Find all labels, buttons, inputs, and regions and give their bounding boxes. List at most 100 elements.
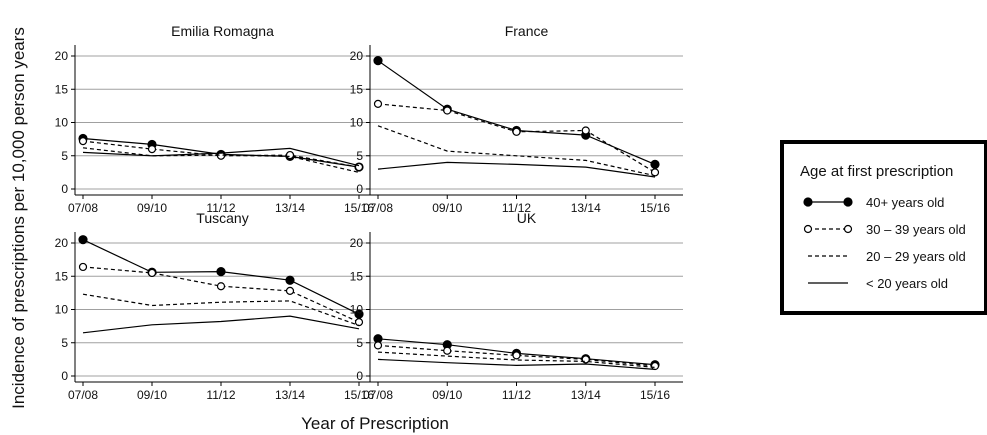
y-tick-label: 5 <box>356 336 363 350</box>
legend-item-label: 40+ years old <box>866 195 944 210</box>
legend: Age at first prescription 40+ years old 3… <box>780 140 987 315</box>
x-tick-label: 07/08 <box>363 388 393 402</box>
y-tick-label: 10 <box>350 303 364 317</box>
legend-title: Age at first prescription <box>800 163 953 180</box>
series-line <box>82 140 360 168</box>
y-tick-label: 15 <box>55 82 69 96</box>
panel: Emilia Romagna 0 5 10 15 20 07/08 09/10 11/12 13/… <box>55 23 375 215</box>
x-axis-label: Year of Prescription <box>301 414 449 433</box>
panel: Tuscany 0 5 10 15 20 07/08 09/10 11/12 13/14 15/16 <box>55 210 375 402</box>
legend-swatch-marker <box>803 224 813 234</box>
panels: Emilia Romagna 0 5 10 15 20 07/08 09/10 11/12 13/… <box>55 23 683 402</box>
y-tick-label: 0 <box>61 182 68 196</box>
y-tick-label: 0 <box>61 369 68 383</box>
x-tick-label: 11/12 <box>206 388 235 402</box>
y-tick-label: 15 <box>350 82 364 96</box>
legend-item-label: 20 – 29 years old <box>866 249 966 264</box>
y-tick-label: 20 <box>55 49 69 63</box>
series-line <box>377 358 656 370</box>
y-tick-label: 10 <box>350 116 364 130</box>
x-tick-label: 13/14 <box>571 388 601 402</box>
y-tick-label: 5 <box>61 336 68 350</box>
panel-title: Emilia Romagna <box>171 23 274 39</box>
data-point <box>285 286 295 295</box>
data-point <box>443 346 452 355</box>
y-tick-label: 15 <box>350 269 364 283</box>
legend-item-label: 30 – 39 years old <box>866 222 966 237</box>
legend-item: < 20 years old <box>808 276 948 291</box>
legend-box <box>780 140 987 315</box>
y-tick-label: 20 <box>55 236 69 250</box>
data-point <box>373 341 383 350</box>
legend-swatch-marker <box>843 197 853 207</box>
x-tick-label: 15/16 <box>640 388 670 402</box>
panel-title: UK <box>517 210 537 226</box>
panel: France 0 5 10 15 20 07/08 09/10 11/12 13/14 15/16 <box>350 23 683 215</box>
series-line <box>377 344 656 367</box>
y-tick-label: 0 <box>356 369 363 383</box>
data-point <box>581 126 590 135</box>
x-tick-label: 15/16 <box>344 388 374 402</box>
data-point <box>512 127 521 136</box>
data-point <box>216 282 226 291</box>
series-line <box>377 103 656 173</box>
x-tick-label: 13/14 <box>275 201 305 215</box>
x-tick-label: 09/10 <box>137 201 167 215</box>
x-tick-label: 15/16 <box>344 201 374 215</box>
legend-swatch-marker <box>843 224 853 234</box>
panel-title: France <box>505 23 549 39</box>
series-line <box>377 161 656 178</box>
x-tick-label: 13/14 <box>275 388 305 402</box>
data-point <box>78 262 88 272</box>
legend-item: 40+ years old <box>803 195 944 210</box>
series-line <box>377 60 656 165</box>
y-tick-label: 10 <box>55 116 69 130</box>
series-line <box>82 293 360 327</box>
data-point <box>443 106 452 115</box>
series-line <box>82 147 360 167</box>
data-point <box>373 99 383 108</box>
legend-swatch-marker <box>803 197 813 207</box>
data-point <box>373 56 383 66</box>
y-tick-label: 0 <box>356 182 363 196</box>
data-point <box>216 266 226 277</box>
data-point <box>354 318 364 327</box>
series-line <box>377 125 656 177</box>
x-tick-label: 11/12 <box>502 388 531 402</box>
data-point <box>78 137 88 146</box>
y-tick-label: 20 <box>350 236 364 250</box>
series-line <box>82 315 360 334</box>
legend-item: 30 – 39 years old <box>803 222 966 237</box>
x-tick-label: 11/12 <box>502 201 531 215</box>
series-line <box>82 266 360 323</box>
data-point <box>512 351 521 360</box>
x-tick-label: 15/16 <box>640 201 670 215</box>
y-tick-label: 5 <box>61 149 68 163</box>
x-tick-label: 09/10 <box>432 388 462 402</box>
legend-item-label: < 20 years old <box>866 276 948 291</box>
series-line <box>377 351 656 368</box>
x-tick-label: 07/08 <box>68 201 98 215</box>
data-point <box>147 268 157 278</box>
x-tick-label: 07/08 <box>68 388 98 402</box>
x-tick-label: 09/10 <box>432 201 462 215</box>
data-point <box>650 159 660 169</box>
data-point <box>285 275 295 285</box>
x-tick-label: 09/10 <box>137 388 167 402</box>
x-tick-label: 11/12 <box>206 201 235 215</box>
panel-title: Tuscany <box>196 210 248 226</box>
y-tick-label: 5 <box>356 149 363 163</box>
y-tick-label: 10 <box>55 303 69 317</box>
panel: UK 0 5 10 15 20 07/08 09/10 11/12 13/14 15/16 <box>350 210 683 402</box>
x-tick-label: 07/08 <box>363 201 393 215</box>
data-point <box>650 168 660 177</box>
series-line <box>82 147 360 173</box>
data-point <box>147 145 157 154</box>
y-tick-label: 15 <box>55 269 69 283</box>
data-point <box>78 235 88 245</box>
legend-items: 40+ years old 30 – 39 years old 20 – 29 ye… <box>803 195 966 291</box>
y-axis-label: Incidence of prescriptions per 10,000 pe… <box>9 27 28 409</box>
y-tick-label: 20 <box>350 49 364 63</box>
legend-item: 20 – 29 years old <box>808 249 966 264</box>
